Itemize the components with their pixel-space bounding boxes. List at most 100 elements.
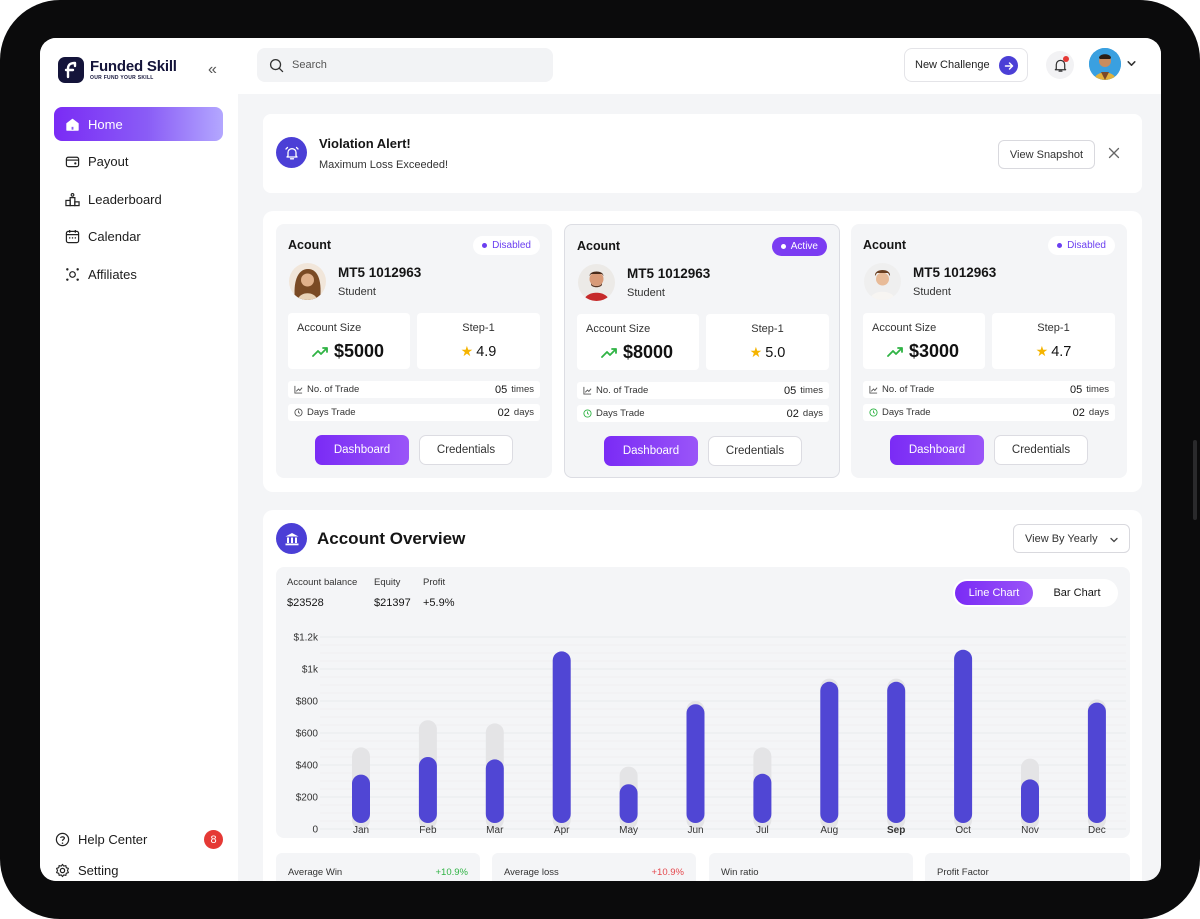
x-tick-label: Dec [1088, 825, 1106, 836]
chart-line-icon [294, 385, 303, 394]
account-role: Student [913, 286, 951, 298]
stat-equity: Equity $21397 [374, 577, 411, 609]
bar-chart-tab[interactable]: Bar Chart [1053, 587, 1101, 599]
overview-title: Account Overview [317, 529, 466, 548]
violation-alert: Violation Alert! Maximum Loss Exceeded! … [263, 114, 1142, 193]
days-row: Days Trade 02 days [577, 405, 829, 422]
metric-average-loss: Average loss +10.9% [492, 853, 696, 881]
line-chart-tab[interactable]: Line Chart [955, 581, 1033, 605]
clock-icon [869, 408, 878, 417]
x-tick-label: Apr [554, 825, 570, 836]
affiliates-icon [64, 266, 80, 282]
alarm-icon [276, 137, 307, 168]
trend-up-icon [601, 347, 617, 358]
sidebar-footer: Help Center 8 Setting [54, 824, 223, 881]
x-tick-label: Sep [887, 825, 905, 836]
chart-line-icon [869, 385, 878, 394]
chart-type-toggle: Line Chart Bar Chart [953, 579, 1118, 607]
metric-win-ratio: Win ratio [709, 853, 913, 881]
sidebar-item-calendar[interactable]: Calendar [54, 220, 223, 254]
y-tick-label: $800 [296, 697, 319, 708]
logo-mark-icon [58, 57, 84, 83]
notifications-button[interactable] [1046, 51, 1074, 79]
brand-logo[interactable]: Funded Skill OUR FUND YOUR SKILL [58, 57, 177, 83]
status-badge: Disabled [1048, 236, 1115, 255]
sidebar-item-label: Calendar [88, 229, 141, 244]
calendar-icon [64, 229, 80, 245]
brand-tagline: OUR FUND YOUR SKILL [90, 75, 154, 81]
bar [887, 681, 906, 823]
x-tick-label: Feb [419, 825, 437, 836]
step-box: Step-1 ★ 5.0 [706, 314, 829, 370]
arrow-right-icon [999, 56, 1018, 75]
dashboard-button[interactable]: Dashboard [315, 435, 409, 465]
dashboard-button[interactable]: Dashboard [604, 436, 698, 466]
tablet-side-button [1193, 440, 1197, 520]
x-tick-label: Mar [486, 825, 504, 836]
help-icon [54, 832, 70, 848]
new-challenge-button[interactable]: New Challenge [904, 48, 1028, 82]
sidebar-item-leaderboard[interactable]: Leaderboard [54, 182, 223, 216]
gear-icon [54, 863, 70, 879]
bar [552, 651, 571, 823]
setting-link[interactable]: Setting [54, 855, 223, 881]
view-snapshot-button[interactable]: View Snapshot [998, 140, 1095, 169]
search-input[interactable] [292, 59, 532, 71]
x-tick-label: Jul [756, 825, 769, 836]
brand-name: Funded Skill [90, 58, 177, 75]
stat-account-balance: Account balance $23528 [287, 577, 358, 609]
star-icon: ★ [749, 344, 763, 360]
view-by-dropdown[interactable]: View By Yearly [1013, 524, 1130, 553]
trend-up-icon [312, 346, 328, 357]
sidebar-item-affiliates[interactable]: Affiliates [54, 257, 223, 291]
star-icon: ★ [460, 343, 474, 359]
y-tick-label: $600 [296, 729, 319, 740]
credentials-button[interactable]: Credentials [708, 436, 802, 466]
account-size-value: $3000 [909, 341, 960, 361]
x-tick-label: Jun [687, 825, 703, 836]
help-count-badge: 8 [204, 830, 223, 849]
account-size-value: $8000 [623, 342, 674, 362]
collapse-sidebar-icon[interactable]: « [208, 61, 217, 78]
home-icon [64, 116, 80, 132]
account-size-value: $5000 [334, 341, 385, 361]
status-badge: Active [771, 237, 827, 256]
account-size-box: Account Size $5000 [288, 313, 410, 369]
y-tick-label: $200 [296, 793, 319, 804]
account-avatar [864, 263, 901, 300]
step-box: Step-1 ★ 4.7 [992, 313, 1115, 369]
sidebar-item-payout[interactable]: Payout [54, 145, 223, 179]
chart-panel: Account balance $23528 Equity $21397 Pro… [276, 567, 1130, 838]
account-card: Acount Disabled MT5 1012963 Student Acco… [851, 224, 1127, 478]
x-tick-label: Jan [353, 825, 369, 836]
top-bar: New Challenge [238, 38, 1161, 94]
chevron-down-icon[interactable] [1126, 56, 1137, 74]
sidebar-item-label: Payout [88, 154, 129, 169]
account-role: Student [338, 286, 376, 298]
sidebar-item-label: Affiliates [88, 266, 137, 282]
days-row: Days Trade 02 days [863, 404, 1115, 421]
rating-value: 4.7 [1051, 343, 1072, 360]
trades-row: No. of Trade 05 times [577, 382, 829, 399]
new-challenge-label: New Challenge [915, 59, 990, 71]
days-row: Days Trade 02 days [288, 404, 540, 421]
user-avatar[interactable] [1089, 48, 1121, 80]
account-role: Student [627, 287, 665, 299]
credentials-button[interactable]: Credentials [419, 435, 513, 465]
help-center-link[interactable]: Help Center 8 [54, 824, 223, 855]
wallet-icon [64, 154, 80, 170]
bell-icon [1054, 59, 1066, 72]
credentials-button[interactable]: Credentials [994, 435, 1088, 465]
close-icon[interactable] [1108, 146, 1120, 164]
sidebar-item-home[interactable]: Home [54, 107, 223, 141]
y-tick-label: $400 [296, 761, 319, 772]
dashboard-button[interactable]: Dashboard [890, 435, 984, 465]
help-center-label: Help Center [78, 832, 148, 847]
bank-icon [276, 523, 307, 554]
sidebar-item-label: Home [88, 116, 123, 132]
chart-line-icon [583, 386, 592, 395]
status-badge: Disabled [473, 236, 540, 255]
metric-average-win: Average Win +10.9% [276, 853, 480, 881]
x-tick-label: Nov [1021, 825, 1039, 836]
account-size-box: Account Size $8000 [577, 314, 699, 370]
